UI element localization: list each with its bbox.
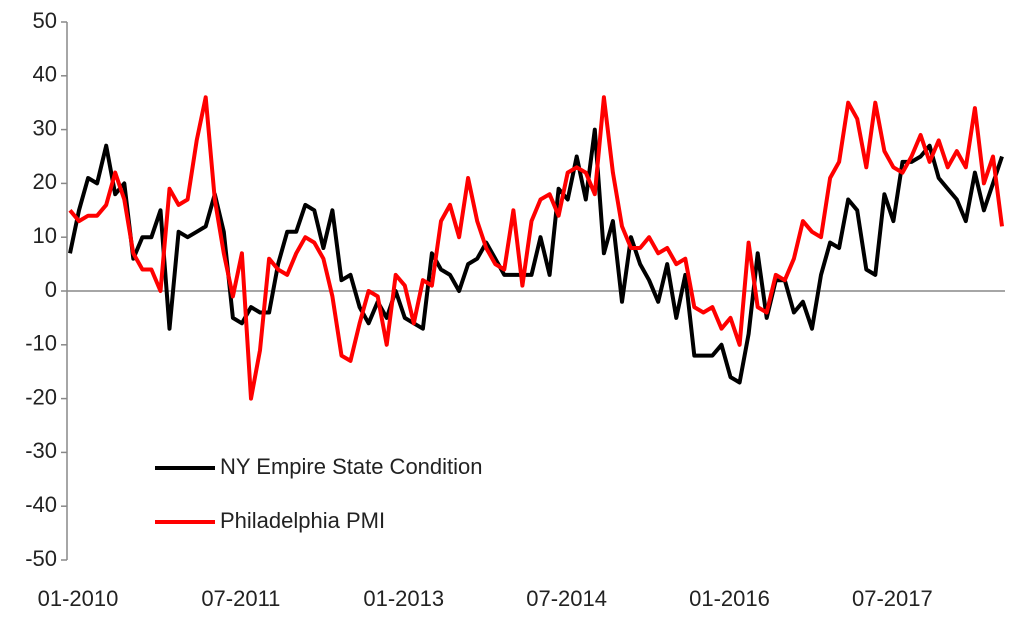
x-tick-label: 07-2014 — [526, 586, 607, 611]
x-tick-label: 07-2011 — [201, 586, 280, 611]
legend-label: NY Empire State Condition — [220, 454, 483, 479]
y-tick-label: 50 — [33, 8, 57, 33]
y-tick-label: 40 — [33, 62, 57, 87]
x-tick-label: 01-2016 — [689, 586, 770, 611]
x-tick-label: 01-2013 — [363, 586, 444, 611]
y-tick-label: -40 — [25, 492, 57, 517]
y-tick-label: 20 — [33, 169, 57, 194]
y-tick-label: 10 — [33, 223, 57, 248]
y-tick-label: -50 — [25, 546, 57, 571]
y-tick-label: -10 — [25, 331, 57, 356]
legend-label: Philadelphia PMI — [220, 508, 385, 533]
y-tick-label: -20 — [25, 384, 57, 409]
x-tick-label: 07-2017 — [852, 586, 933, 611]
y-tick-label: 0 — [45, 277, 57, 302]
series-line — [68, 127, 1004, 385]
x-tick-label: 01-2010 — [38, 586, 119, 611]
y-tick-label: -30 — [25, 438, 57, 463]
series-line — [68, 95, 1004, 401]
y-tick-label: 30 — [33, 115, 57, 140]
